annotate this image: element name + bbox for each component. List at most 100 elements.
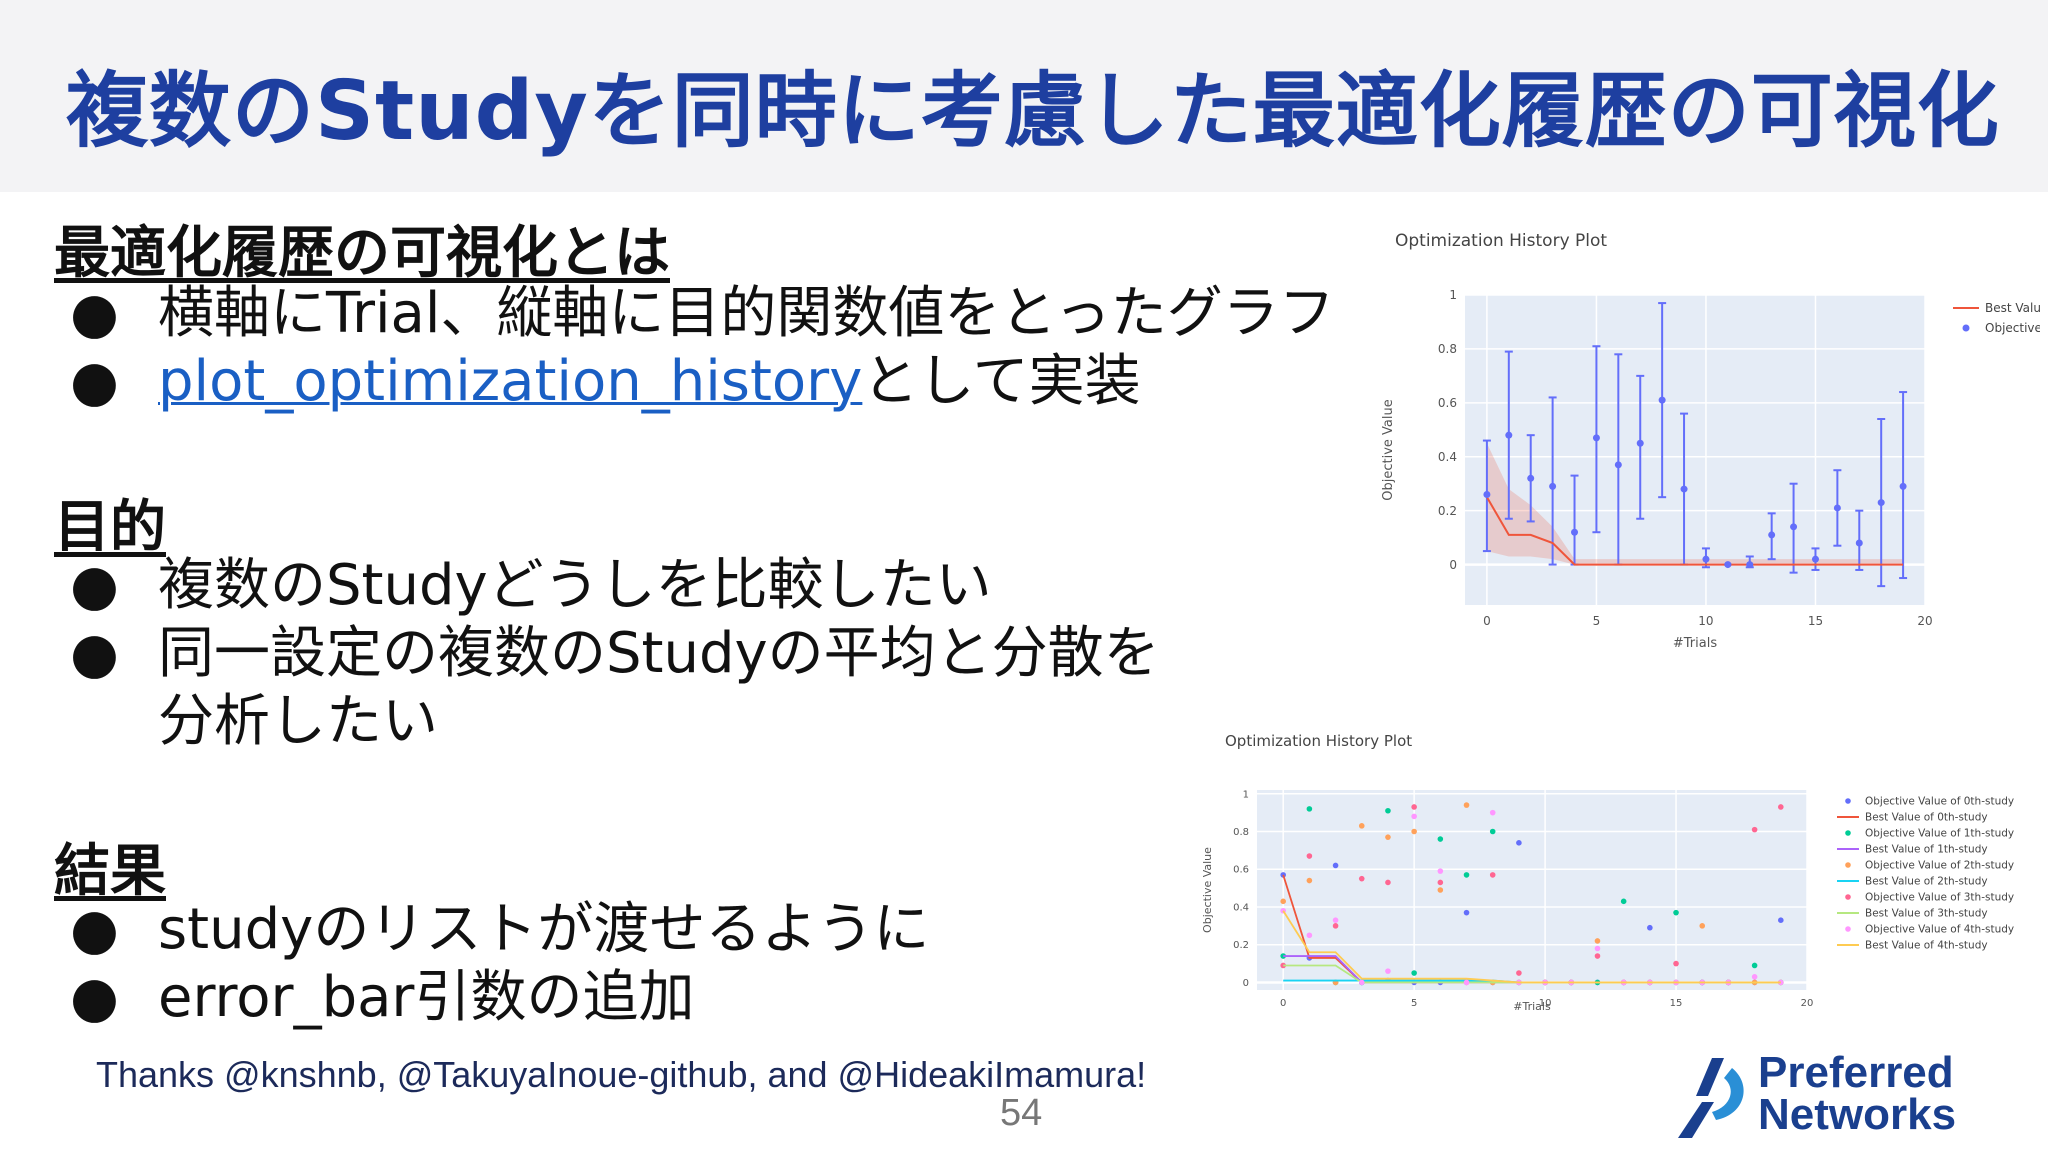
y-axis-label: Objective Value: [1381, 399, 1396, 500]
objective-value-point: [1592, 434, 1600, 442]
list-item: ● plot_optimization_historyとして実装: [70, 349, 1141, 414]
objective-value-point-8: [1751, 973, 1758, 980]
objective-value-point-8: [1489, 809, 1496, 816]
x-tick-label: 5: [1593, 614, 1601, 628]
bullet-icon: ●: [70, 281, 119, 346]
optimization-history-chart-multi-study: Optimization History Plot 0 5 10 15 20 0 0.2 0.4…: [1201, 732, 2014, 1013]
objective-value-point-4: [1437, 887, 1444, 893]
objective-value-point-2: [1385, 807, 1391, 814]
objective-value-point: [1702, 555, 1710, 563]
objective-value-point-8: [1411, 813, 1417, 820]
objective-value-point: [1811, 555, 1819, 563]
objective-value-point: [1899, 482, 1907, 490]
optimization-history-chart-errorbar: Optimization History Plot 0 5 10 15 20 0 0.2 0.4…: [1381, 231, 2040, 651]
objective-value-point: [1571, 528, 1579, 536]
objective-value-point: [1790, 523, 1798, 531]
y-tick-label: 0: [1449, 558, 1457, 572]
objective-value-point-6: [1778, 804, 1784, 810]
objective-value-point-6: [1751, 826, 1758, 833]
legend-swatch: [1845, 862, 1851, 868]
objective-value-point-2: [1411, 970, 1417, 976]
x-axis-label: #Trials: [1673, 636, 1717, 651]
x-tick-label: 5: [1411, 998, 1417, 1009]
objective-value-point-8: [1306, 932, 1313, 939]
section-heading-what: 最適化履歴の可視化とは: [54, 221, 670, 286]
objective-value-point-4: [1385, 834, 1391, 840]
objective-value-point-4: [1411, 828, 1417, 835]
objective-value-point-8: [1594, 945, 1601, 952]
bullet-icon: ●: [70, 897, 119, 962]
objective-value-point-8: [1463, 979, 1470, 986]
bullet-list-result: ● studyのリストが渡せるように ● error_bar引数の追加: [70, 896, 1380, 1032]
y-tick-label: 0.6: [1438, 396, 1457, 410]
objective-value-point-0: [1516, 840, 1522, 846]
legend-label: Objective Value of 3th-study: [1865, 892, 2014, 904]
x-tick-label: 10: [1539, 998, 1552, 1009]
objective-value-point: [1505, 431, 1513, 439]
list-item: ● 同一設定の複数のStudyの平均と分散を分析したい: [70, 621, 1160, 754]
objective-value-point-2: [1620, 898, 1627, 905]
legend-label: Objective Value of 1th-study: [1865, 828, 2014, 840]
objective-value-point-6: [1332, 923, 1339, 929]
objective-value-point-6: [1516, 970, 1522, 976]
objective-value-point-4: [1280, 898, 1286, 905]
objective-value-point-2: [1751, 962, 1758, 969]
best-value-band: [1486, 443, 1904, 565]
x-tick-label: 15: [1808, 614, 1823, 628]
legend-label-best-value: Best Value: [1985, 301, 2040, 315]
y-tick-label: 0: [1243, 978, 1249, 989]
objective-value-point-8: [1385, 968, 1391, 974]
section-heading-result: 結果: [54, 839, 166, 904]
best-value-line-9: [1282, 910, 1781, 984]
objective-value-point-2: [1673, 909, 1679, 916]
slide-title: 複数のStudyを同時に考慮した最適化履歴の可視化: [66, 64, 2000, 159]
objective-value-point-6: [1673, 960, 1679, 967]
bullet-icon: ●: [70, 621, 119, 686]
legend-label: Best Value of 3th-study: [1865, 908, 1988, 920]
objective-value-point-8: [1778, 979, 1784, 986]
chart-title: Optimization History Plot: [1395, 231, 1607, 251]
objective-value-point-2: [1463, 872, 1470, 878]
plot-optimization-history-link[interactable]: plot_optimization_history: [158, 349, 863, 414]
legend-swatch-objective-value: [1962, 324, 1970, 332]
y-tick-label: 0.2: [1233, 940, 1249, 951]
objective-value-point-2: [1306, 806, 1313, 812]
y-tick-label: 0.6: [1233, 865, 1249, 876]
chart-title: Optimization History Plot: [1225, 732, 1412, 750]
objective-value-point-8: [1332, 917, 1339, 923]
objective-value-point: [1680, 485, 1688, 493]
y-axis-label: Objective Value: [1201, 847, 1214, 933]
objective-value-point-4: [1594, 938, 1601, 944]
objective-value-point-8: [1358, 979, 1365, 986]
plot-area: [1257, 790, 1807, 990]
x-tick-label: 0: [1483, 614, 1491, 628]
legend-label: Objective Value of 0th-study: [1865, 796, 2014, 808]
objective-value-point: [1483, 490, 1491, 498]
objective-value-point-0: [1332, 862, 1339, 869]
legend-label: Best Value of 2th-study: [1865, 876, 1988, 888]
bullet-icon: ●: [70, 553, 119, 618]
logo-wordmark: Preferred Networks: [1758, 1048, 1957, 1139]
y-tick-label: 1: [1449, 288, 1457, 302]
plot-area: [1465, 295, 1925, 605]
thanks-text: Thanks @knshnb, @TakuyaInoue-github, and…: [96, 1054, 1147, 1095]
objective-value-point: [1614, 461, 1622, 469]
objective-value-point: [1855, 539, 1863, 547]
legend-swatch: [1845, 830, 1851, 836]
x-axis-label: #Trials: [1513, 1000, 1551, 1013]
objective-value-point-6: [1411, 804, 1417, 810]
y-tick-label: 1: [1243, 789, 1249, 800]
list-item: ● 複数のStudyどうしを比較したい: [70, 553, 992, 618]
objective-value-point-6: [1306, 853, 1313, 859]
bullet-list-what: ● 横軸にTrial、縦軸に目的関数値をとったグラフ ● plot_optimi…: [70, 280, 1380, 416]
objective-value-point: [1877, 499, 1885, 507]
legend-label: Best Value of 1th-study: [1865, 844, 1988, 856]
objective-value-point: [1658, 396, 1666, 404]
list-item: ● 横軸にTrial、縦軸に目的関数値をとったグラフ: [70, 281, 1335, 346]
objective-value-point: [1549, 482, 1557, 490]
list-item: ● studyのリストが渡せるように: [70, 897, 930, 962]
objective-value-point-2: [1489, 828, 1496, 835]
legend-swatch: [1845, 798, 1851, 804]
objective-value-point: [1724, 561, 1732, 569]
objective-value-point-0: [1463, 909, 1470, 916]
